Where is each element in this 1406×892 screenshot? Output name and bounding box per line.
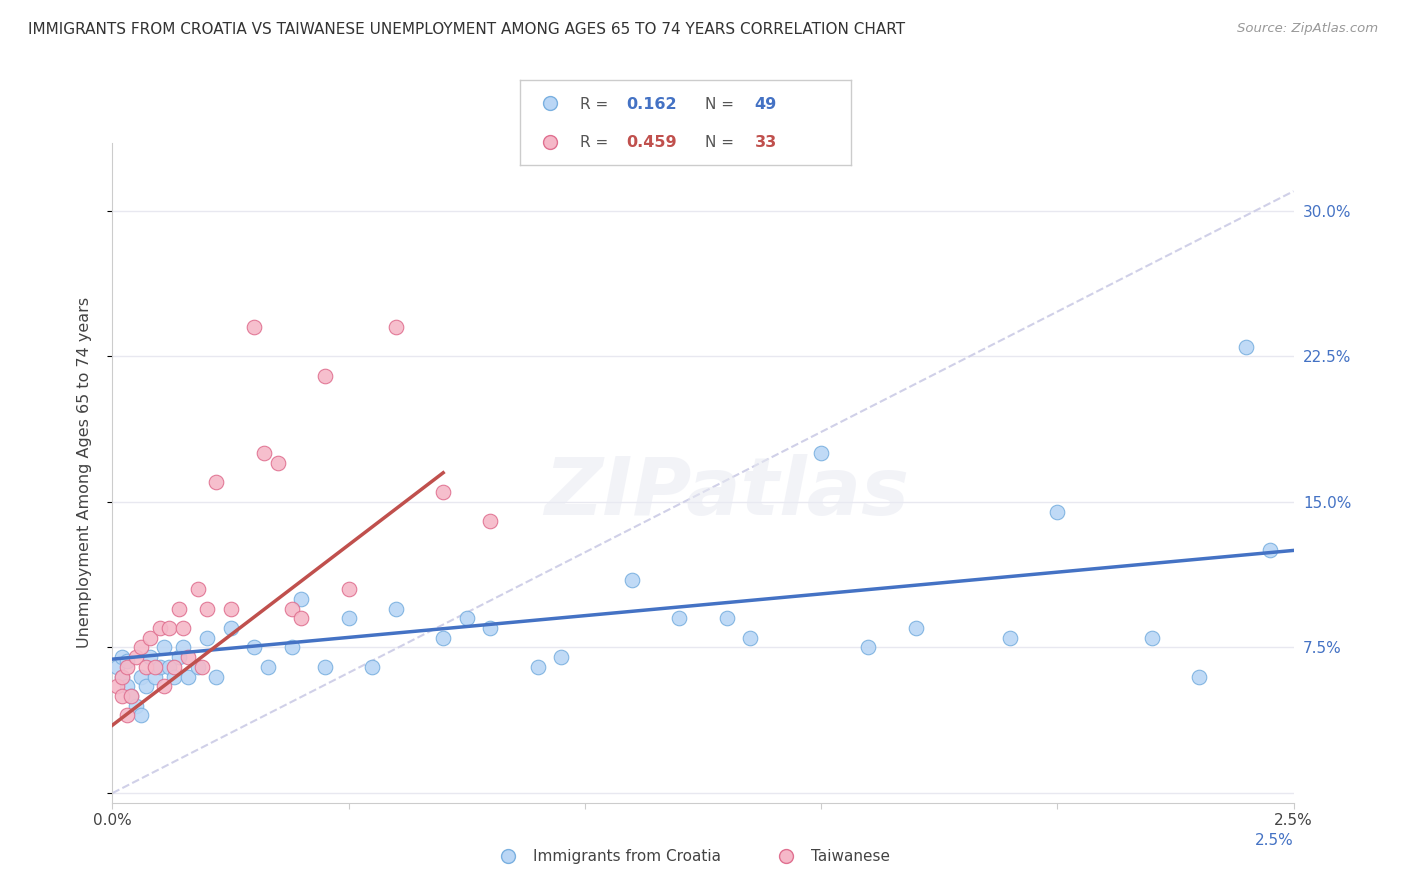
- Point: [139, 631, 162, 645]
- Point: [139, 650, 162, 665]
- Point: [243, 640, 266, 655]
- Point: [1234, 340, 1257, 354]
- Point: [157, 621, 180, 635]
- Point: [191, 660, 214, 674]
- Point: [337, 582, 360, 597]
- Point: [432, 631, 454, 645]
- Point: [129, 640, 152, 655]
- Text: 33: 33: [755, 136, 778, 151]
- Point: [172, 621, 194, 635]
- Point: [1140, 631, 1163, 645]
- Text: R =: R =: [579, 96, 613, 112]
- Point: [143, 670, 166, 684]
- Point: [205, 670, 228, 684]
- Text: 0.162: 0.162: [626, 96, 676, 112]
- Point: [149, 660, 172, 674]
- Point: [115, 654, 138, 668]
- Text: ZIPatlas: ZIPatlas: [544, 453, 910, 532]
- Point: [904, 621, 927, 635]
- Text: 0.459: 0.459: [626, 136, 676, 151]
- Point: [111, 670, 134, 684]
- Point: [177, 670, 200, 684]
- Point: [290, 591, 312, 606]
- Point: [129, 670, 152, 684]
- Point: [1188, 670, 1211, 684]
- Point: [129, 708, 152, 723]
- Point: [186, 582, 208, 597]
- Point: [432, 485, 454, 500]
- Point: [281, 640, 304, 655]
- Point: [105, 679, 128, 693]
- Text: Source: ZipAtlas.com: Source: ZipAtlas.com: [1237, 22, 1378, 36]
- Point: [219, 601, 242, 615]
- Point: [281, 601, 304, 615]
- Point: [149, 621, 172, 635]
- Point: [385, 601, 408, 615]
- Point: [479, 621, 502, 635]
- Point: [105, 660, 128, 674]
- Point: [526, 660, 548, 674]
- Point: [143, 660, 166, 674]
- Point: [167, 601, 190, 615]
- Point: [257, 660, 280, 674]
- Point: [550, 650, 572, 665]
- Point: [135, 679, 157, 693]
- Point: [120, 689, 142, 703]
- Point: [120, 689, 142, 703]
- Point: [668, 611, 690, 625]
- Text: R =: R =: [579, 136, 613, 151]
- Point: [1258, 543, 1281, 558]
- Point: [456, 611, 478, 625]
- Point: [111, 689, 134, 703]
- Point: [361, 660, 384, 674]
- Point: [153, 679, 176, 693]
- Text: IMMIGRANTS FROM CROATIA VS TAIWANESE UNEMPLOYMENT AMONG AGES 65 TO 74 YEARS CORR: IMMIGRANTS FROM CROATIA VS TAIWANESE UNE…: [28, 22, 905, 37]
- Point: [479, 514, 502, 528]
- Point: [135, 660, 157, 674]
- Text: 49: 49: [755, 96, 778, 112]
- Point: [253, 446, 276, 460]
- Point: [115, 660, 138, 674]
- Point: [163, 670, 186, 684]
- Point: [195, 601, 218, 615]
- Point: [314, 660, 336, 674]
- Point: [125, 650, 148, 665]
- Text: Immigrants from Croatia: Immigrants from Croatia: [533, 849, 721, 863]
- Point: [267, 456, 290, 470]
- Point: [858, 640, 880, 655]
- Point: [111, 650, 134, 665]
- Point: [337, 611, 360, 625]
- Point: [314, 368, 336, 383]
- Point: [115, 708, 138, 723]
- Point: [810, 446, 832, 460]
- Y-axis label: Unemployment Among Ages 65 to 74 years: Unemployment Among Ages 65 to 74 years: [77, 297, 91, 648]
- Text: Taiwanese: Taiwanese: [811, 849, 890, 863]
- Point: [157, 660, 180, 674]
- Point: [1046, 505, 1069, 519]
- Point: [195, 631, 218, 645]
- Point: [167, 650, 190, 665]
- Point: [177, 650, 200, 665]
- Point: [740, 631, 762, 645]
- Point: [186, 660, 208, 674]
- Point: [243, 320, 266, 334]
- Text: N =: N =: [706, 96, 740, 112]
- Point: [163, 660, 186, 674]
- Point: [621, 573, 644, 587]
- Point: [153, 640, 176, 655]
- Text: N =: N =: [706, 136, 740, 151]
- Point: [219, 621, 242, 635]
- Point: [290, 611, 312, 625]
- Point: [716, 611, 738, 625]
- Point: [172, 640, 194, 655]
- Point: [385, 320, 408, 334]
- Point: [111, 670, 134, 684]
- Point: [998, 631, 1021, 645]
- Point: [125, 698, 148, 713]
- Text: 2.5%: 2.5%: [1254, 832, 1294, 847]
- Point: [115, 679, 138, 693]
- Point: [205, 475, 228, 490]
